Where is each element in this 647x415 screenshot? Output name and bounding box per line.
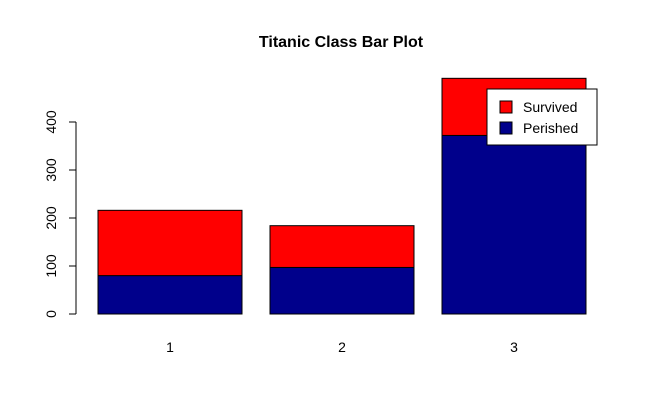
x-tick-label: 3 [510, 339, 518, 355]
legend-swatch-survived [499, 100, 513, 114]
y-tick-label: 100 [43, 254, 59, 278]
y-tick-label: 200 [43, 206, 59, 230]
bar-segment-perished-2 [269, 266, 415, 315]
x-tick-label: 2 [338, 339, 346, 355]
y-tick-label: 400 [43, 110, 59, 134]
legend-box [486, 88, 598, 146]
bar-segment-perished-1 [97, 275, 243, 315]
y-tick-label: 0 [43, 310, 59, 318]
y-tick-label: 300 [43, 158, 59, 182]
x-tick-label: 1 [166, 339, 174, 355]
bar-segment-survived-2 [269, 225, 415, 268]
legend-label-perished: Perished [523, 120, 578, 136]
legend-swatch-perished [499, 121, 513, 135]
y-axis: 0 100 200 300 400 [43, 110, 77, 318]
chart-title: Titanic Class Bar Plot [259, 34, 424, 51]
bar-segment-survived-1 [97, 209, 243, 277]
bar-segment-perished-3 [441, 134, 587, 315]
legend-label-survived: Survived [523, 99, 577, 115]
legend: Survived Perished [486, 88, 598, 146]
x-axis-labels: 1 2 3 [166, 339, 518, 355]
